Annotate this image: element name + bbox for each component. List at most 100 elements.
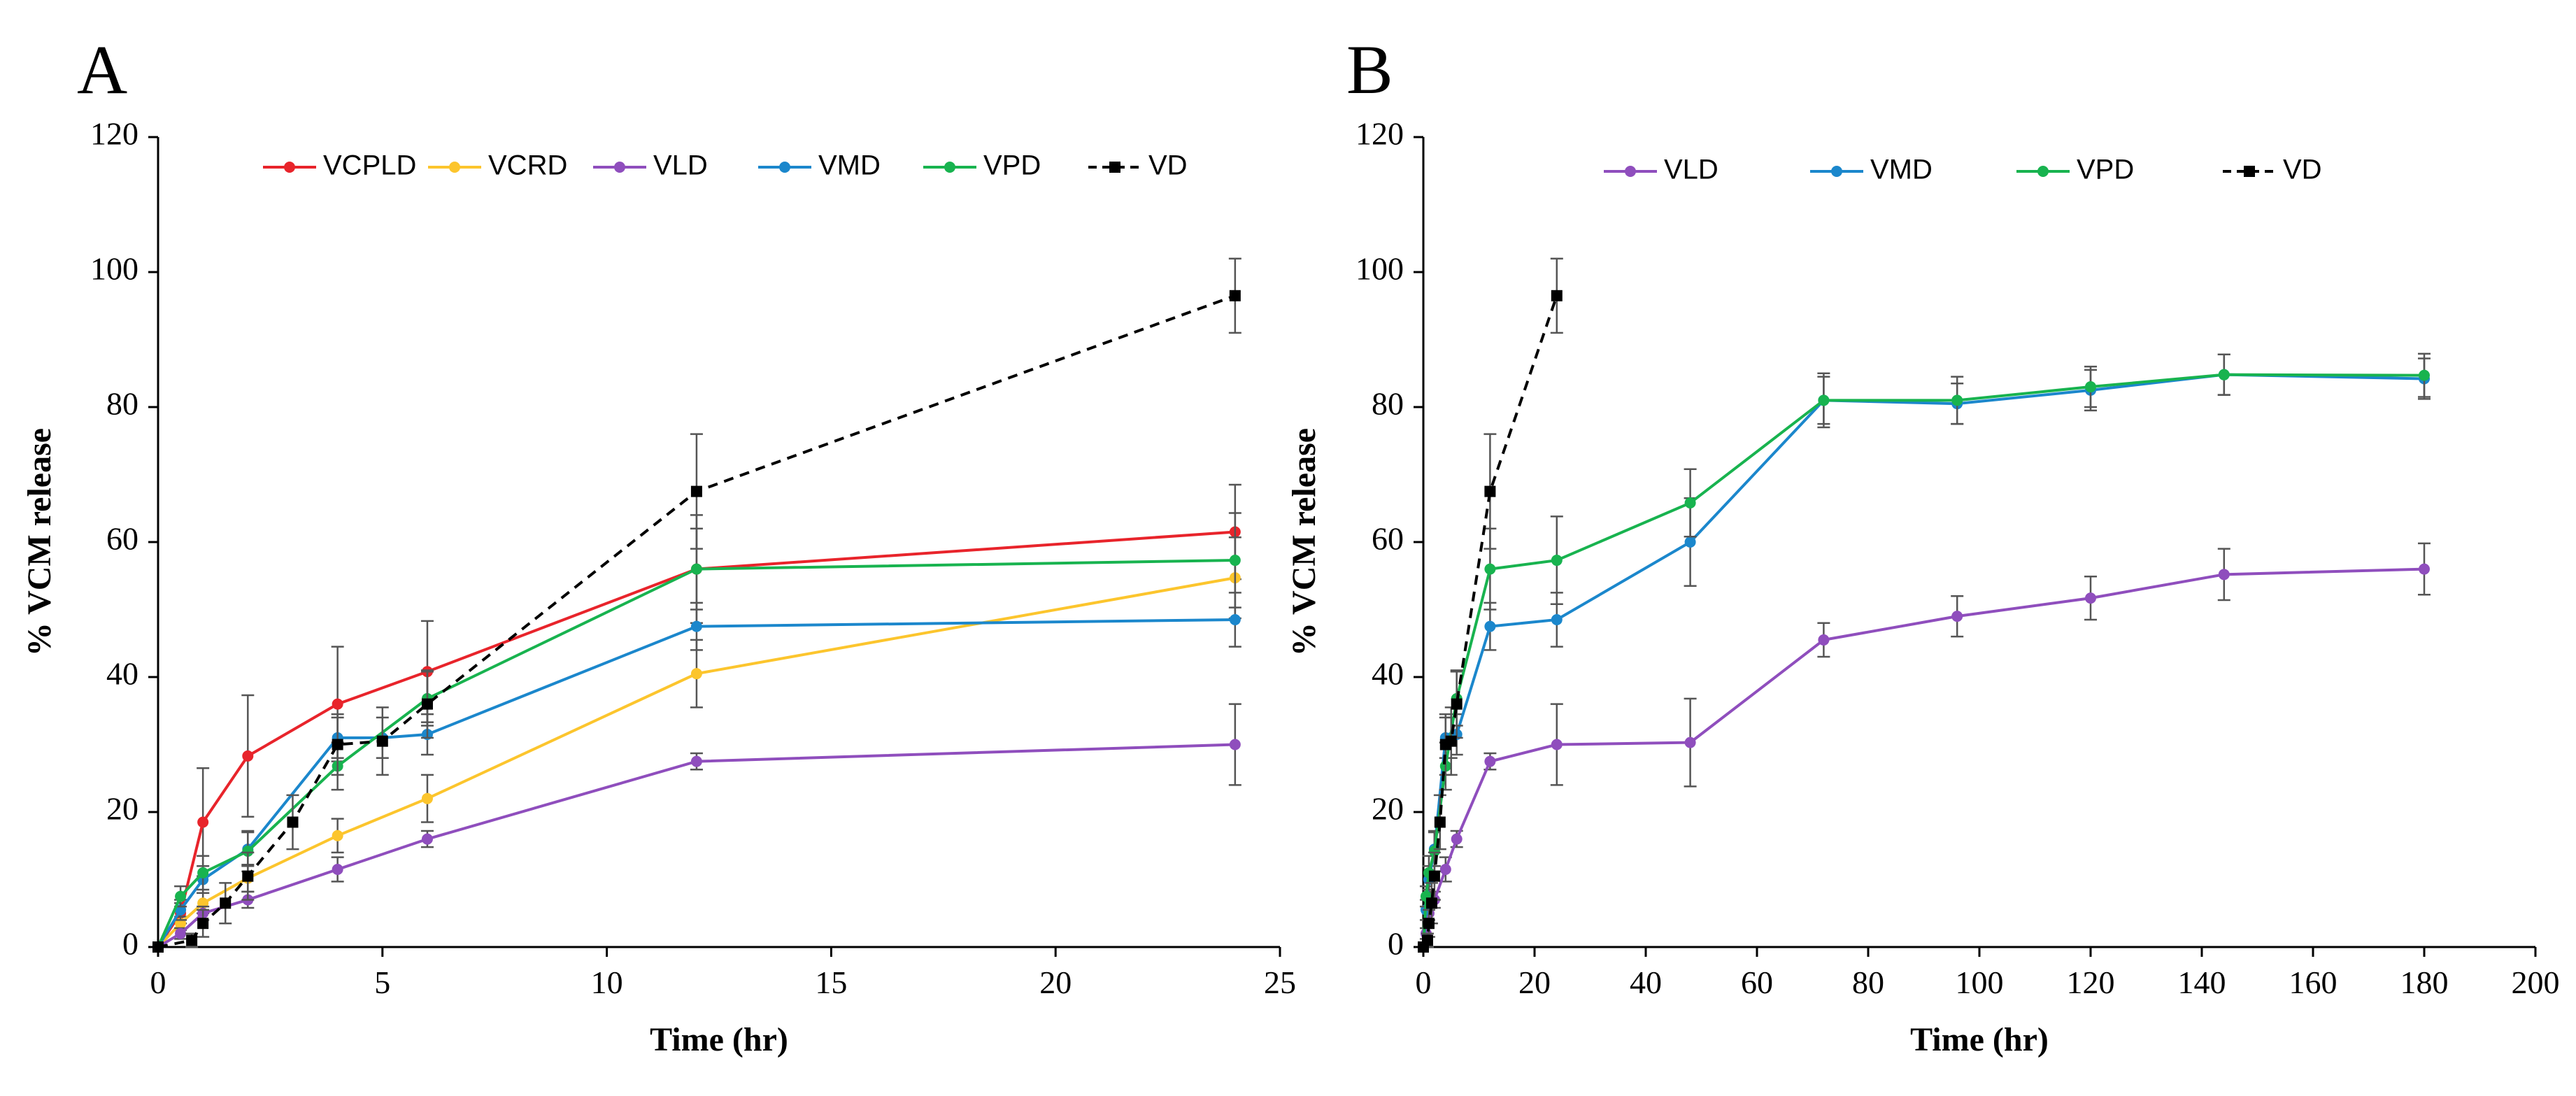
- data-point: [1229, 739, 1241, 750]
- x-tick-label: 20: [1039, 965, 1072, 1000]
- series-vld: [1418, 542, 2431, 953]
- legend-marker: [2037, 166, 2049, 177]
- x-tick-label: 140: [2178, 965, 2226, 1000]
- legend-marker: [2244, 166, 2255, 177]
- legend-label: VD: [1148, 150, 1188, 181]
- y-tick-label: 120: [1355, 116, 1404, 152]
- data-point: [220, 897, 232, 909]
- panel-b-chart: B 0 20 40 60 80 100 120 0 20 40 60 80 100 120 140 160 180…: [1286, 31, 2560, 1058]
- data-point: [175, 890, 187, 902]
- data-point: [332, 739, 343, 750]
- series-vpd: [1418, 353, 2431, 953]
- data-point: [1551, 290, 1563, 301]
- data-point: [332, 830, 343, 841]
- legend-item-vmd: VMD: [1810, 155, 1933, 185]
- y-tick-label: 20: [1372, 791, 1404, 827]
- data-point: [197, 918, 209, 930]
- data-point: [421, 792, 433, 804]
- y-tick-label: 40: [1372, 656, 1404, 692]
- legend-label: VLD: [1664, 155, 1718, 185]
- data-point: [1951, 394, 1963, 406]
- x-tick-label: 20: [1518, 965, 1551, 1000]
- data-point: [197, 867, 209, 878]
- series-vmd: [1418, 353, 2431, 953]
- y-tick-label: 80: [1372, 386, 1404, 422]
- series-vld: [152, 703, 1241, 953]
- y-tick-label: 20: [106, 791, 138, 827]
- x-tick-label: 0: [1416, 965, 1432, 1000]
- legend-label: VLD: [653, 150, 708, 181]
- legend-label: VCPLD: [323, 150, 416, 181]
- legend: VCPLD VCRD VLD VMD VPD VD: [263, 150, 1188, 181]
- data-point: [1684, 736, 1696, 748]
- panel-a-chart: A 0 20 40 60 80 100 120 0 5 10 15 20 25 Time (hr) % VCM…: [21, 31, 1296, 1058]
- legend-item-vpd: VPD: [923, 150, 1041, 181]
- y-tick-label: 80: [106, 386, 138, 422]
- data-point: [690, 485, 702, 497]
- data-point: [421, 698, 433, 710]
- legend-item-vcrd: VCRD: [428, 150, 567, 181]
- x-tick-label: 15: [815, 965, 847, 1000]
- data-point: [1451, 833, 1463, 845]
- legend-item-vd: VD: [2223, 155, 2322, 185]
- data-point: [1484, 563, 1496, 575]
- data-point: [690, 755, 702, 767]
- legend-label: VPD: [983, 150, 1041, 181]
- data-point: [1434, 816, 1446, 828]
- legend-item-vpd: VPD: [2016, 155, 2134, 185]
- legend-marker: [1625, 166, 1636, 177]
- x-tick-label: 100: [1956, 965, 2004, 1000]
- data-point: [1818, 634, 1830, 646]
- data-point: [186, 934, 198, 946]
- y-tick-label: 100: [90, 251, 138, 287]
- panel-letter-b: B: [1346, 31, 1393, 108]
- data-point: [376, 735, 388, 747]
- data-point: [1423, 918, 1435, 930]
- x-axis-title: Time (hr): [650, 1021, 788, 1058]
- y-tick-label: 100: [1355, 251, 1404, 287]
- data-point: [2085, 381, 2096, 393]
- legend-item-vld: VLD: [593, 150, 708, 181]
- x-tick-label: 0: [150, 965, 166, 1000]
- x-tick-label: 10: [591, 965, 623, 1000]
- legend-label: VMD: [1870, 155, 1933, 185]
- data-point: [1684, 536, 1696, 548]
- series-line: [1422, 567, 2425, 948]
- legend-marker: [449, 162, 460, 173]
- y-tick-label: 120: [90, 116, 138, 152]
- data-point: [1684, 497, 1696, 509]
- y-tick-label: 40: [106, 656, 138, 692]
- legend-item-vcpld: VCPLD: [263, 150, 416, 181]
- y-tick-label: 0: [122, 926, 138, 962]
- x-tick-label: 80: [1852, 965, 1884, 1000]
- data-point: [287, 816, 299, 828]
- legend-item-vd: VD: [1088, 150, 1188, 181]
- data-point: [1551, 739, 1563, 750]
- legend-marker: [1831, 166, 1842, 177]
- legend-marker: [1109, 162, 1120, 173]
- legend: VLD VMD VPD VD: [1604, 155, 2322, 185]
- data-point: [421, 833, 433, 845]
- legend-marker: [779, 162, 790, 173]
- x-tick-label: 25: [1264, 965, 1296, 1000]
- data-point: [1229, 290, 1241, 301]
- legend-label: VPD: [2077, 155, 2134, 185]
- legend-label: VMD: [818, 150, 881, 181]
- series-vmd: [152, 592, 1241, 953]
- data-point: [1439, 864, 1451, 876]
- y-tick-label: 60: [106, 521, 138, 557]
- legend-marker: [944, 162, 955, 173]
- y-tick-label: 0: [1388, 926, 1404, 962]
- data-point: [1818, 394, 1830, 406]
- series-vpd: [152, 512, 1241, 953]
- data-point: [690, 668, 702, 680]
- x-tick-label: 120: [2067, 965, 2115, 1000]
- data-point: [1451, 698, 1463, 710]
- x-tick-label: 40: [1630, 965, 1662, 1000]
- data-point: [1484, 755, 1496, 767]
- data-point: [1551, 555, 1563, 567]
- data-point: [242, 870, 254, 882]
- legend-marker: [284, 162, 295, 173]
- legend-label: VD: [2283, 155, 2322, 185]
